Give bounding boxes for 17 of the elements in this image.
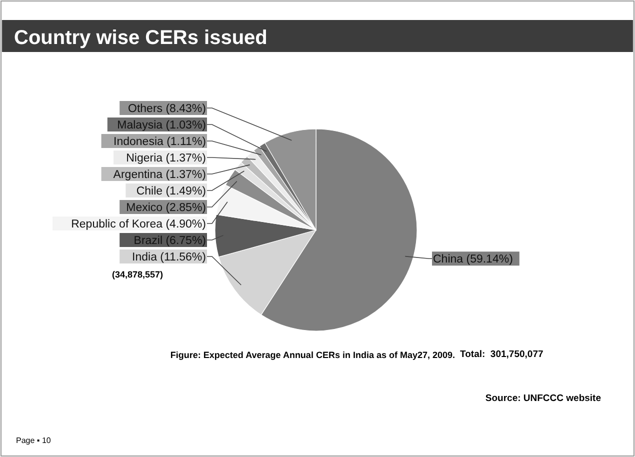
slice-label: Republic of Korea (4.90%) bbox=[71, 218, 206, 230]
chart-title: Country wise CERs issued bbox=[14, 27, 268, 49]
slice-label: Malaysia (1.03%) bbox=[117, 120, 206, 132]
slice-label: India (11.56%) bbox=[132, 252, 206, 264]
text: Page ▪ 10 bbox=[16, 436, 52, 445]
slice-label: China (59.14%) bbox=[433, 254, 514, 266]
slice-label: Chile (1.49%) bbox=[136, 186, 206, 198]
text: Figure: Expected Average Annual CERs in India as of May27, 2009. bbox=[170, 350, 455, 360]
slice-label: Mexico (2.85%) bbox=[126, 202, 206, 214]
text: Total: 301,750,077 bbox=[460, 349, 544, 360]
slice-label: Others (8.43%) bbox=[128, 103, 206, 115]
slice-label: Brazil (6.75%) bbox=[134, 235, 206, 247]
text: (34,878,557) bbox=[112, 270, 164, 280]
slice-label: Argentina (1.37%) bbox=[113, 169, 206, 181]
source-note: Source: UNFCCC website bbox=[485, 393, 601, 404]
slice-label: Indonesia (1.11%) bbox=[114, 136, 206, 148]
slice-label: Nigeria (1.37%) bbox=[126, 152, 206, 164]
